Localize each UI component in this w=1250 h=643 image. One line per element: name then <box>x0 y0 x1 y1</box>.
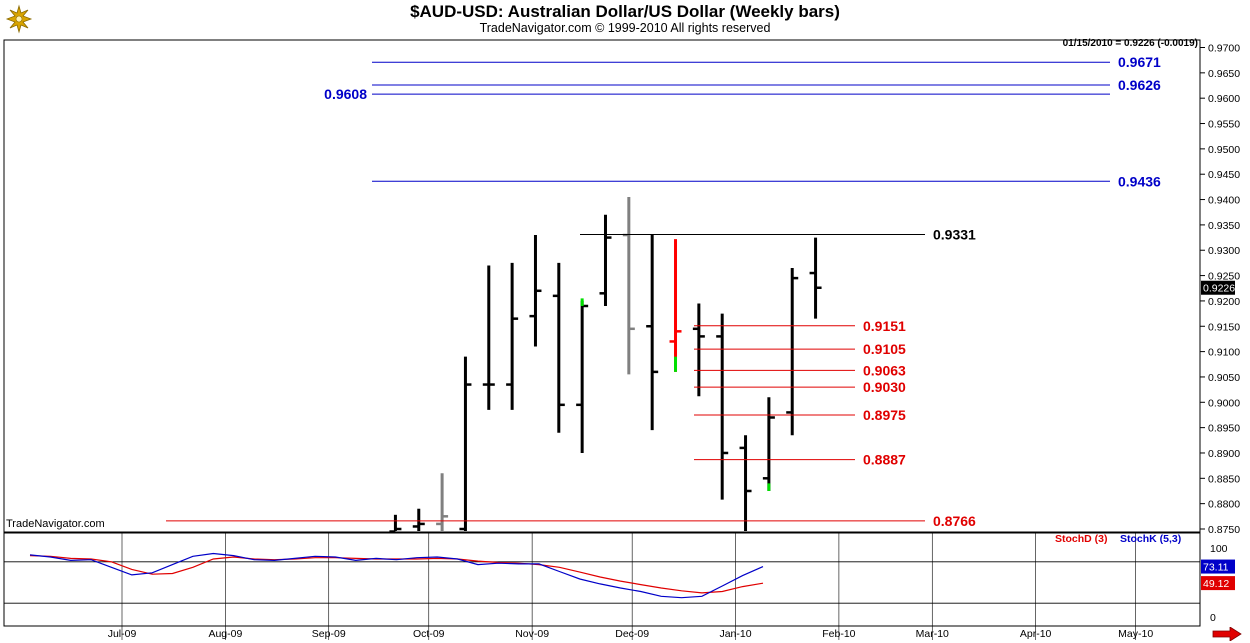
level-label-0-9626: 0.9626 <box>1118 77 1161 93</box>
stoch-series-line <box>29 552 764 599</box>
level-label-0-9608: 0.9608 <box>324 86 367 102</box>
price-tick-label: 0.9500 <box>1208 144 1240 156</box>
price-tick-label: 0.9200 <box>1208 296 1240 308</box>
price-tick-label: 0.9000 <box>1208 397 1240 409</box>
price-tick-label: 0.9300 <box>1208 245 1240 257</box>
level-label-0-9331: 0.9331 <box>933 227 976 243</box>
x-tick-label: Apr-10 <box>1020 628 1052 640</box>
price-tick-label: 0.9050 <box>1208 372 1240 384</box>
price-levels: 0.9671 0.9626 0.9608 0.9436 0.9331 0.9151 0.91… <box>166 54 1161 529</box>
price-bars <box>389 197 822 533</box>
chart-title: $AUD-USD: Australian Dollar/US Dollar (W… <box>410 2 840 21</box>
stoch-legend-k: StochK (5,3) <box>1120 533 1181 545</box>
x-tick-label: Jul-09 <box>108 628 137 640</box>
level-label-0-9671: 0.9671 <box>1118 54 1161 70</box>
ohlc-bar <box>459 356 472 531</box>
x-tick-label: Feb-10 <box>822 628 855 640</box>
last-price-box <box>1201 280 1235 295</box>
ohlc-bar <box>506 262 519 410</box>
stoch-tick-label: 0 <box>1210 612 1216 624</box>
level-label-0-8887: 0.8887 <box>863 452 906 468</box>
ohlc-bar <box>576 300 589 453</box>
chart-frame <box>3 39 1201 640</box>
price-tick-label: 0.9550 <box>1208 119 1240 131</box>
x-tick-label: Nov-09 <box>515 628 549 640</box>
price-tick-label: 0.9250 <box>1208 271 1240 283</box>
chart-subtitle: TradeNavigator.com © 1999-2010 All right… <box>479 21 771 35</box>
price-tick-label: 0.8950 <box>1208 423 1240 435</box>
x-tick-label: Dec-09 <box>615 628 649 640</box>
price-tick-label: 0.9400 <box>1208 195 1240 207</box>
ohlc-bar <box>529 235 542 347</box>
ohlc-bar <box>809 237 822 319</box>
x-tick-label: Jan-10 <box>719 628 751 640</box>
x-tick-label: Sep-09 <box>312 628 346 640</box>
stoch-panel-border <box>3 532 1201 627</box>
stoch-last-box <box>1201 559 1235 574</box>
ohlc-bar <box>669 239 682 372</box>
price-tick-label: 0.8850 <box>1208 473 1240 485</box>
price-tick-label: 0.8800 <box>1208 499 1240 511</box>
price-tick-label: 0.9450 <box>1208 169 1240 181</box>
price-tick-label: 0.9650 <box>1208 68 1240 80</box>
stoch-last-box <box>1201 576 1235 591</box>
ohlc-bar <box>762 397 775 491</box>
stoch-last-label: 49.12 <box>1203 578 1229 590</box>
ohlc-bar <box>739 435 752 531</box>
quote-readout: 01/15/2010 = 0.9226 (-0.0019) <box>1062 38 1198 49</box>
price-tick-label: 0.9600 <box>1208 93 1240 105</box>
stoch-legend-d: StochD (3) <box>1055 533 1108 545</box>
ohlc-bar <box>646 235 659 431</box>
last-price-label: 0.9226 <box>1203 283 1235 295</box>
right-arrow-icon[interactable] <box>1212 627 1242 641</box>
price-panel-border <box>3 39 1201 533</box>
ohlc-bar <box>622 197 635 375</box>
x-tick-label: Mar-10 <box>916 628 949 640</box>
stoch-last-label: 73.11 <box>1203 562 1229 574</box>
price-tick-label: 0.9350 <box>1208 220 1240 232</box>
trade-navigator-logo-icon <box>5 4 33 34</box>
watermark: TradeNavigator.com <box>6 518 105 530</box>
time-axis: Jul-09 Aug-09 Sep-09 Oct-09 Nov-09 Dec-09 Jan-… <box>108 628 1154 640</box>
ohlc-bar <box>436 473 449 531</box>
ohlc-bar <box>412 508 425 531</box>
level-label-0-9151: 0.9151 <box>863 318 906 334</box>
ohlc-bar <box>786 267 799 436</box>
level-label-0-9030: 0.9030 <box>863 379 906 395</box>
level-label-0-8975: 0.8975 <box>863 407 906 423</box>
stoch-tick-label: 100 <box>1210 543 1228 555</box>
price-tick-label: 0.8900 <box>1208 448 1240 460</box>
price-tick-label: 0.9700 <box>1208 43 1240 55</box>
x-tick-label: Aug-09 <box>208 628 242 640</box>
price-axis: 0.9700 0.9650 0.9600 0.9550 0.9500 0.9450 0.94… <box>1200 43 1240 536</box>
ohlc-bar <box>716 313 729 500</box>
price-tick-label: 0.8750 <box>1208 524 1240 536</box>
level-label-0-9436: 0.9436 <box>1118 173 1161 189</box>
ohlc-bar <box>692 303 705 397</box>
level-label-0-9063: 0.9063 <box>863 362 906 378</box>
level-label-0-8766: 0.8766 <box>933 513 976 529</box>
x-tick-label: May-10 <box>1118 628 1153 640</box>
x-tick-label: Oct-09 <box>413 628 445 640</box>
price-tick-label: 0.9150 <box>1208 321 1240 333</box>
stoch-series-line <box>29 555 764 594</box>
ohlc-bar <box>599 214 612 306</box>
price-tick-label: 0.9100 <box>1208 347 1240 359</box>
ohlc-bar <box>389 514 402 533</box>
level-label-0-9105: 0.9105 <box>863 341 906 357</box>
ohlc-bar <box>552 262 565 433</box>
ohlc-bar <box>482 265 495 410</box>
